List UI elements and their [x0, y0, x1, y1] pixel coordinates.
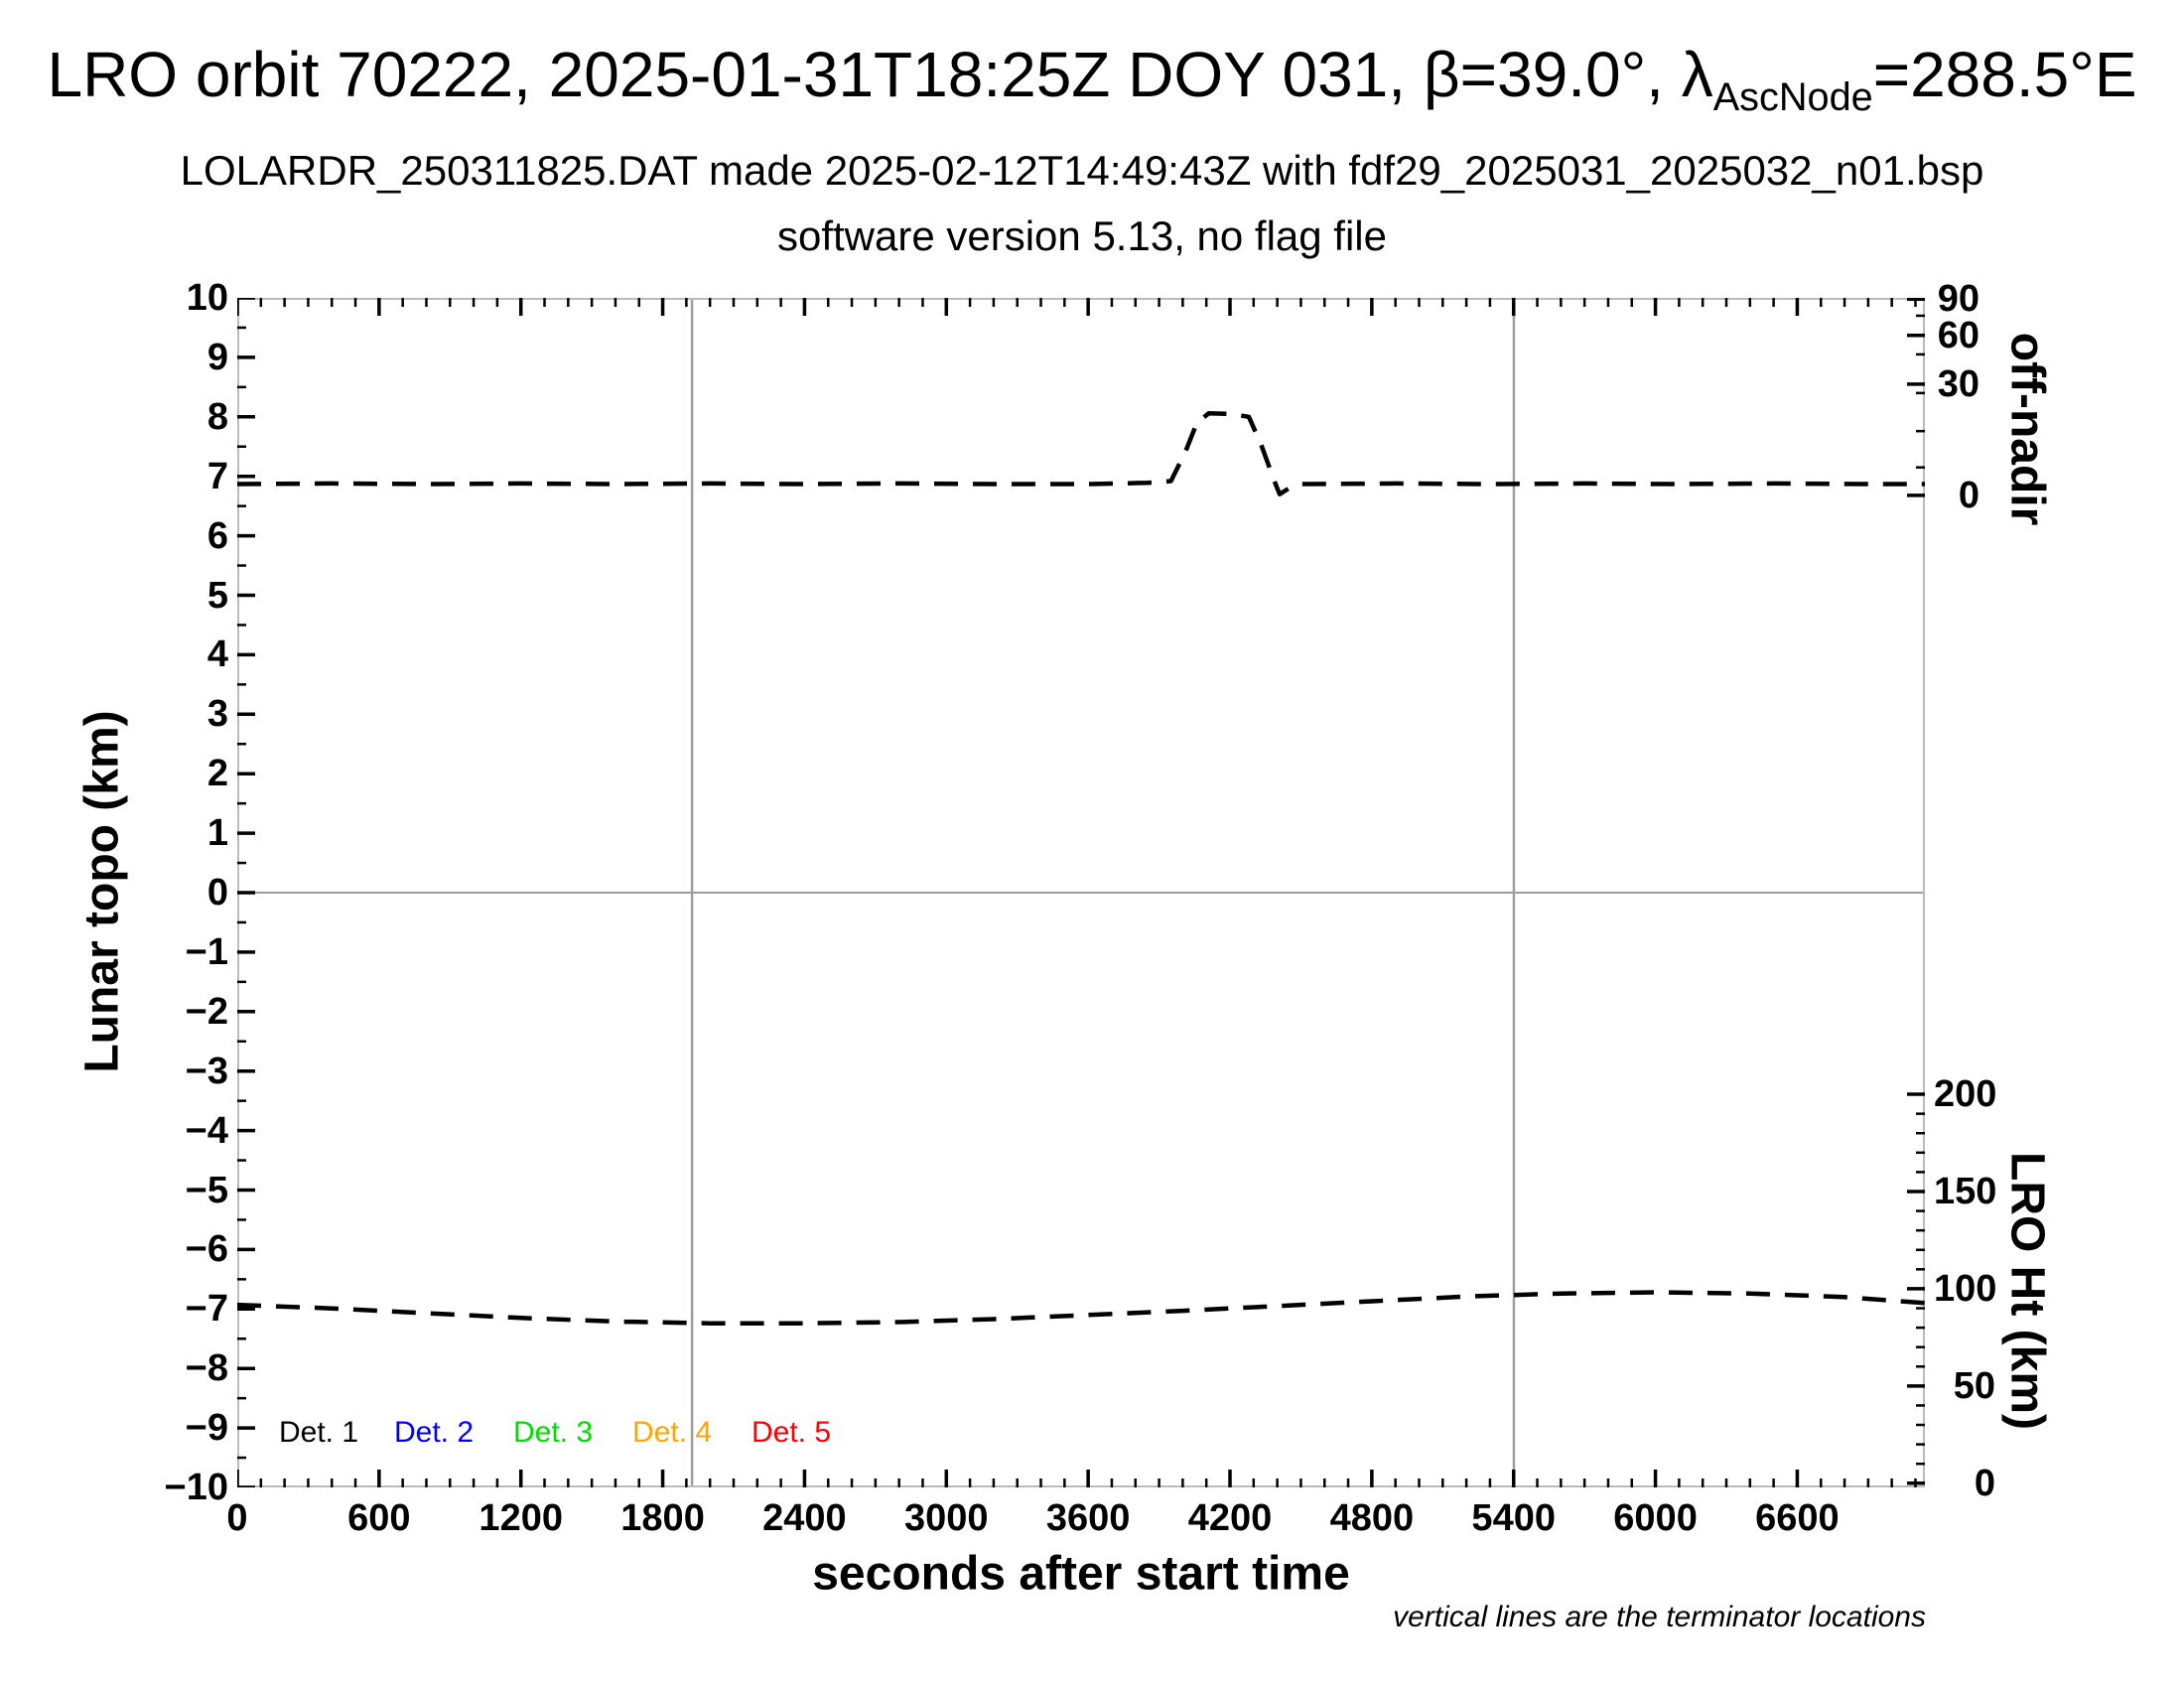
x-tick-label: 5400 [1471, 1497, 1556, 1539]
off-nadir-tick-label: 0 [1958, 474, 1979, 516]
left-tick-label: 2 [206, 753, 228, 795]
page-title: LRO orbit 70222, 2025-01-31T18:25Z DOY 0… [0, 38, 2184, 120]
title-subscript: AscNode [1712, 74, 1873, 119]
x-tick-label: 0 [226, 1497, 248, 1539]
left-tick-label: 1 [206, 812, 228, 855]
lro-ht-tick-label: 150 [1934, 1170, 1997, 1212]
left-tick-label: 5 [206, 574, 228, 617]
lro-ht-axis-title: LRO Ht (km) [2000, 1152, 2054, 1430]
left-tick-label: −8 [185, 1347, 228, 1390]
left-axis-title: Lunar topo (km) [75, 710, 129, 1073]
x-tick-label: 1800 [620, 1497, 705, 1539]
left-tick-label: 6 [206, 514, 228, 557]
left-tick-label: −3 [185, 1050, 228, 1092]
x-tick-label: 3000 [904, 1497, 989, 1539]
left-tick-label: −2 [185, 990, 228, 1033]
legend-item-det-5: Det. 5 [751, 1416, 832, 1449]
lro-ht-tick-label: 0 [1974, 1462, 1995, 1504]
left-tick-label: −7 [185, 1288, 228, 1331]
legend-item-det-1: Det. 1 [279, 1416, 359, 1449]
left-tick-label: −5 [185, 1169, 228, 1211]
subtitle-data-file: LOLARDR_250311825.DAT made 2025-02-12T14… [180, 147, 1984, 194]
x-tick-label: 6000 [1613, 1497, 1698, 1539]
left-tick-label: 8 [206, 395, 228, 438]
left-tick-label: 0 [206, 872, 228, 914]
plot-area [237, 298, 1925, 1487]
title-suffix: =288.5°E [1872, 39, 2137, 110]
off-nadir-tick-label: 60 [1937, 314, 1979, 356]
off-nadir-tick-label: 90 [1937, 278, 1979, 321]
left-tick-label: 3 [206, 693, 228, 736]
legend-item-det-3: Det. 3 [513, 1416, 594, 1449]
x-tick-label: 1200 [478, 1497, 563, 1539]
x-tick-label: 2400 [762, 1497, 847, 1539]
left-tick-label: 9 [206, 336, 228, 378]
x-tick-label: 4800 [1329, 1497, 1415, 1539]
legend-item-det-4: Det. 4 [632, 1416, 713, 1449]
lro-ht-tick-label: 100 [1934, 1267, 1997, 1310]
left-tick-label: 7 [206, 455, 228, 497]
left-tick-label: 4 [206, 633, 228, 676]
left-tick-label: −1 [185, 930, 228, 973]
left-tick-label: −9 [185, 1407, 228, 1450]
legend-item-det-2: Det. 2 [394, 1416, 475, 1449]
x-tick-label: 4200 [1187, 1497, 1273, 1539]
x-tick-label: 3600 [1045, 1497, 1131, 1539]
off-nadir-axis-title: off-nadir [2000, 332, 2054, 526]
off-nadir-tick-label: 30 [1937, 362, 1979, 405]
left-tick-label: 10 [186, 277, 228, 319]
x-axis-title: seconds after start time [812, 1547, 1350, 1601]
lro-ht-tick-label: 50 [1953, 1364, 1995, 1407]
off-nadir-curve [237, 410, 1925, 496]
x-tick-label: 600 [347, 1497, 411, 1539]
left-tick-label: −10 [164, 1467, 228, 1508]
left-tick-label: −4 [185, 1109, 228, 1152]
title-prefix: LRO orbit 70222, 2025-01-31T18:25Z DOY 0… [47, 39, 1713, 110]
subtitle-software-version: software version 5.13, no flag file [776, 212, 1387, 259]
terminator-footnote: vertical lines are the terminator locati… [1393, 1601, 1926, 1633]
lro-height-curve [237, 1290, 1925, 1326]
lro-ht-tick-label: 200 [1934, 1073, 1997, 1116]
x-tick-label: 6600 [1755, 1497, 1840, 1539]
left-tick-label: −6 [185, 1228, 228, 1271]
